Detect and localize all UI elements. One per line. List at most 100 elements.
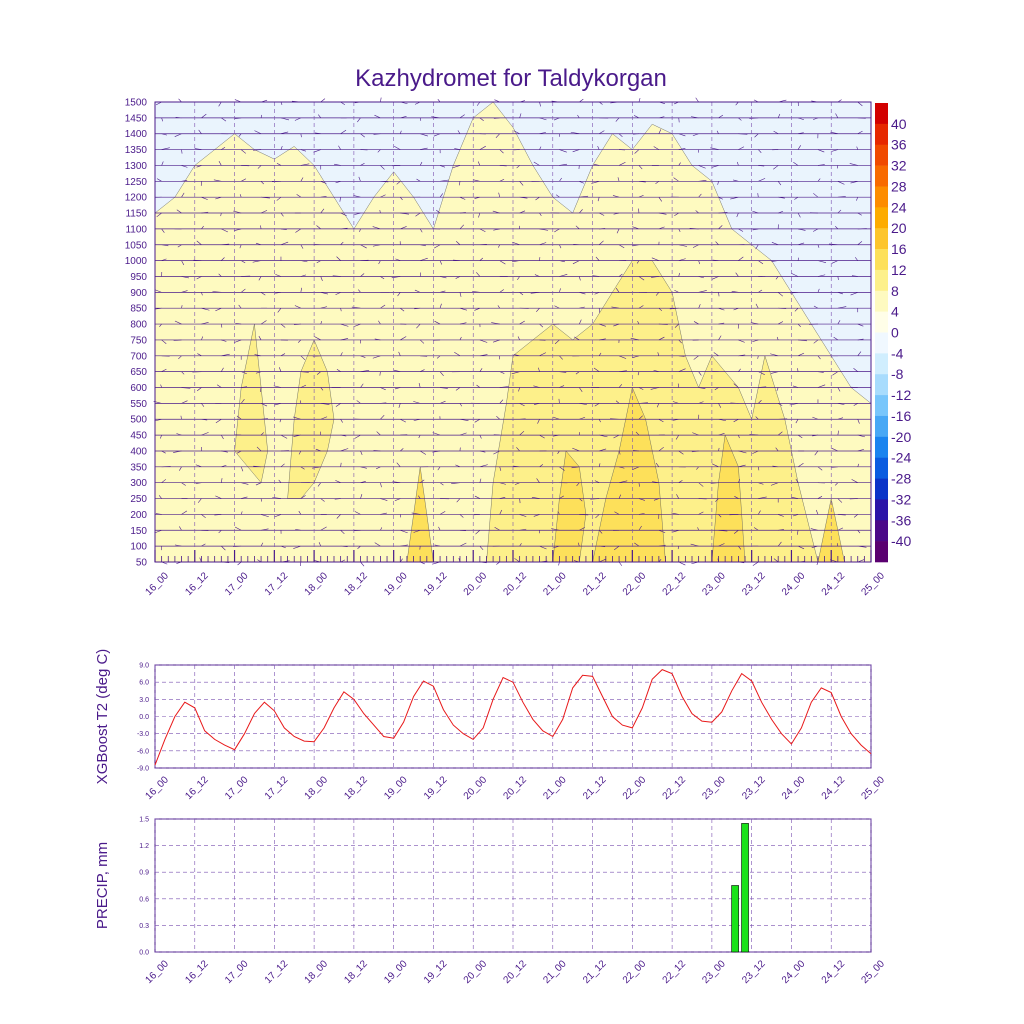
wind-barb [492, 210, 500, 214]
wind-barb [479, 545, 484, 550]
wind-barb [380, 97, 382, 103]
wind-barb [655, 181, 660, 185]
t2-y-tick-label: -6.0 [137, 748, 149, 755]
wind-barb [857, 545, 867, 548]
wind-barb [174, 544, 182, 547]
cross-plot-frame [154, 101, 872, 563]
wind-barb [595, 514, 600, 519]
wind-barb [736, 212, 739, 218]
precip-x-tick-label: 16_12 [183, 958, 211, 986]
precip-y-tick-label: 0.3 [139, 923, 149, 930]
wind-barb [857, 101, 863, 107]
wind-barb [678, 339, 682, 344]
wind-barb [857, 530, 861, 534]
wind-barb [633, 115, 640, 119]
wind-barb [241, 371, 247, 375]
wind-barb [579, 403, 587, 405]
wind-barb [559, 371, 567, 373]
wind-barb [857, 434, 866, 438]
wind-barb [320, 403, 330, 405]
wind-barb [673, 177, 679, 182]
x-tick-label: 20_00 [462, 570, 490, 598]
wind-barb [738, 368, 741, 372]
wind-barb [579, 181, 585, 184]
wind-barb [439, 482, 444, 486]
wind-barb [718, 403, 722, 408]
wind-barb [340, 338, 349, 341]
y-tick-label: 1050 [125, 240, 148, 251]
wind-barb [420, 479, 425, 483]
wind-barb [856, 197, 859, 201]
wind-barb [493, 339, 500, 343]
wind-barb [459, 224, 464, 230]
wind-barb [374, 338, 381, 341]
wind-barb [658, 226, 665, 230]
wind-barb [678, 480, 683, 483]
wind-barb [215, 495, 222, 499]
wind-barb [280, 241, 289, 246]
wind-barb [201, 336, 204, 341]
wind-barb [797, 242, 805, 246]
wind-barb [413, 401, 421, 404]
wind-barb [797, 212, 801, 218]
wind-barb [353, 195, 361, 198]
wind-barb [851, 275, 858, 277]
wind-barb [454, 148, 461, 150]
wind-barb [280, 434, 288, 439]
y-tick-label: 50 [136, 558, 148, 569]
wind-barb [652, 481, 659, 483]
wind-barb [616, 228, 620, 234]
wind-barb [758, 386, 767, 388]
wind-barb [260, 498, 262, 502]
wind-barb [194, 148, 202, 150]
precip-x-tick-label: 24_12 [820, 958, 848, 986]
wind-barb [837, 306, 847, 309]
wind-barb [638, 415, 643, 420]
colorbar-label: 20 [891, 220, 907, 236]
wind-barb [554, 228, 560, 233]
wind-barb [618, 466, 625, 469]
wind-barb [240, 398, 245, 404]
wind-barb [594, 480, 600, 483]
wind-barb [238, 304, 242, 309]
wind-barb [459, 336, 462, 341]
wind-barb [499, 482, 506, 485]
wind-barb [593, 367, 600, 372]
precip-x-tick-label: 21_00 [541, 958, 569, 986]
colorbar-label: 16 [891, 241, 907, 257]
wind-barb [797, 368, 799, 372]
precip-x-tick-label: 24_00 [780, 958, 808, 986]
wind-barb [161, 244, 169, 247]
wind-barb [176, 433, 182, 436]
wind-barb [320, 321, 323, 325]
wind-barb [276, 162, 282, 166]
wind-barb [671, 512, 679, 515]
wind-barb [334, 163, 341, 166]
wind-barb [835, 482, 839, 486]
wind-barb [692, 432, 699, 436]
wind-barb [777, 181, 782, 186]
wind-barb [280, 463, 285, 468]
wind-barb [360, 466, 367, 469]
wind-barb [538, 367, 540, 372]
wind-barb [718, 225, 723, 230]
colorbar-swatch [875, 103, 888, 125]
wind-barb [440, 179, 449, 182]
wind-barb [519, 292, 524, 296]
wind-barb [638, 525, 642, 531]
wind-barb [619, 480, 628, 483]
wind-barb [161, 161, 164, 166]
wind-barb [400, 226, 407, 230]
y-tick-label: 550 [130, 399, 147, 410]
wind-barb [181, 192, 185, 198]
wind-barb [598, 240, 604, 245]
wind-barb [752, 561, 759, 566]
wind-barb [335, 403, 341, 407]
wind-barb [755, 303, 759, 309]
wind-barb [239, 194, 242, 198]
x-tick-label: 21_00 [541, 570, 569, 598]
x-tick-label: 20_12 [502, 570, 530, 598]
y-tick-label: 150 [130, 526, 147, 537]
wind-barb [218, 101, 222, 107]
wind-barb [300, 355, 306, 361]
